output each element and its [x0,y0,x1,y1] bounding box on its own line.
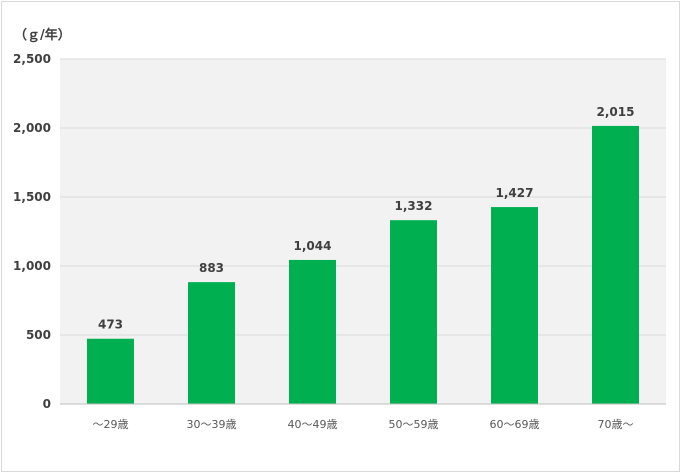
y-tick-label: 1,500 [13,190,51,204]
x-tick-label: 30～39歳 [187,418,237,431]
x-tick-label: 50～59歳 [389,418,439,431]
data-label: 2,015 [597,105,635,119]
bar [87,338,134,404]
x-tick-label: 60～69歳 [490,418,540,431]
gridlines [60,58,666,336]
y-tick-label: 2,500 [13,52,51,66]
y-axis-unit-label: （ｇ/年） [14,28,71,43]
plot-area [60,59,666,404]
data-label: 1,044 [294,239,332,253]
data-label: 1,332 [395,199,433,213]
y-tick-label: 1,000 [13,259,51,273]
x-tick-label: ～29歳 [93,418,129,431]
bar [188,282,235,404]
y-tick-label: 500 [26,328,51,342]
data-label: 473 [98,318,123,332]
data-label: 883 [199,261,224,275]
x-axis-ticks: ～29歳 30～39歳 40～49歳 50～59歳 60～69歳 70歳～ [93,418,634,431]
data-label: 1,427 [496,186,534,200]
bar [289,259,336,404]
bar [592,125,639,405]
x-tick-label: 70歳～ [598,418,634,431]
y-tick-label: 0 [43,397,51,411]
y-tick-label: 2,000 [13,121,51,135]
bar [390,220,437,404]
x-tick-label: 40～49歳 [288,418,338,431]
bars [87,125,639,405]
y-axis-ticks: 0 500 1,000 1,500 2,000 2,500 [13,52,51,411]
bar [491,207,538,404]
data-labels: 473 883 1,044 1,332 1,427 2,015 [98,105,635,332]
